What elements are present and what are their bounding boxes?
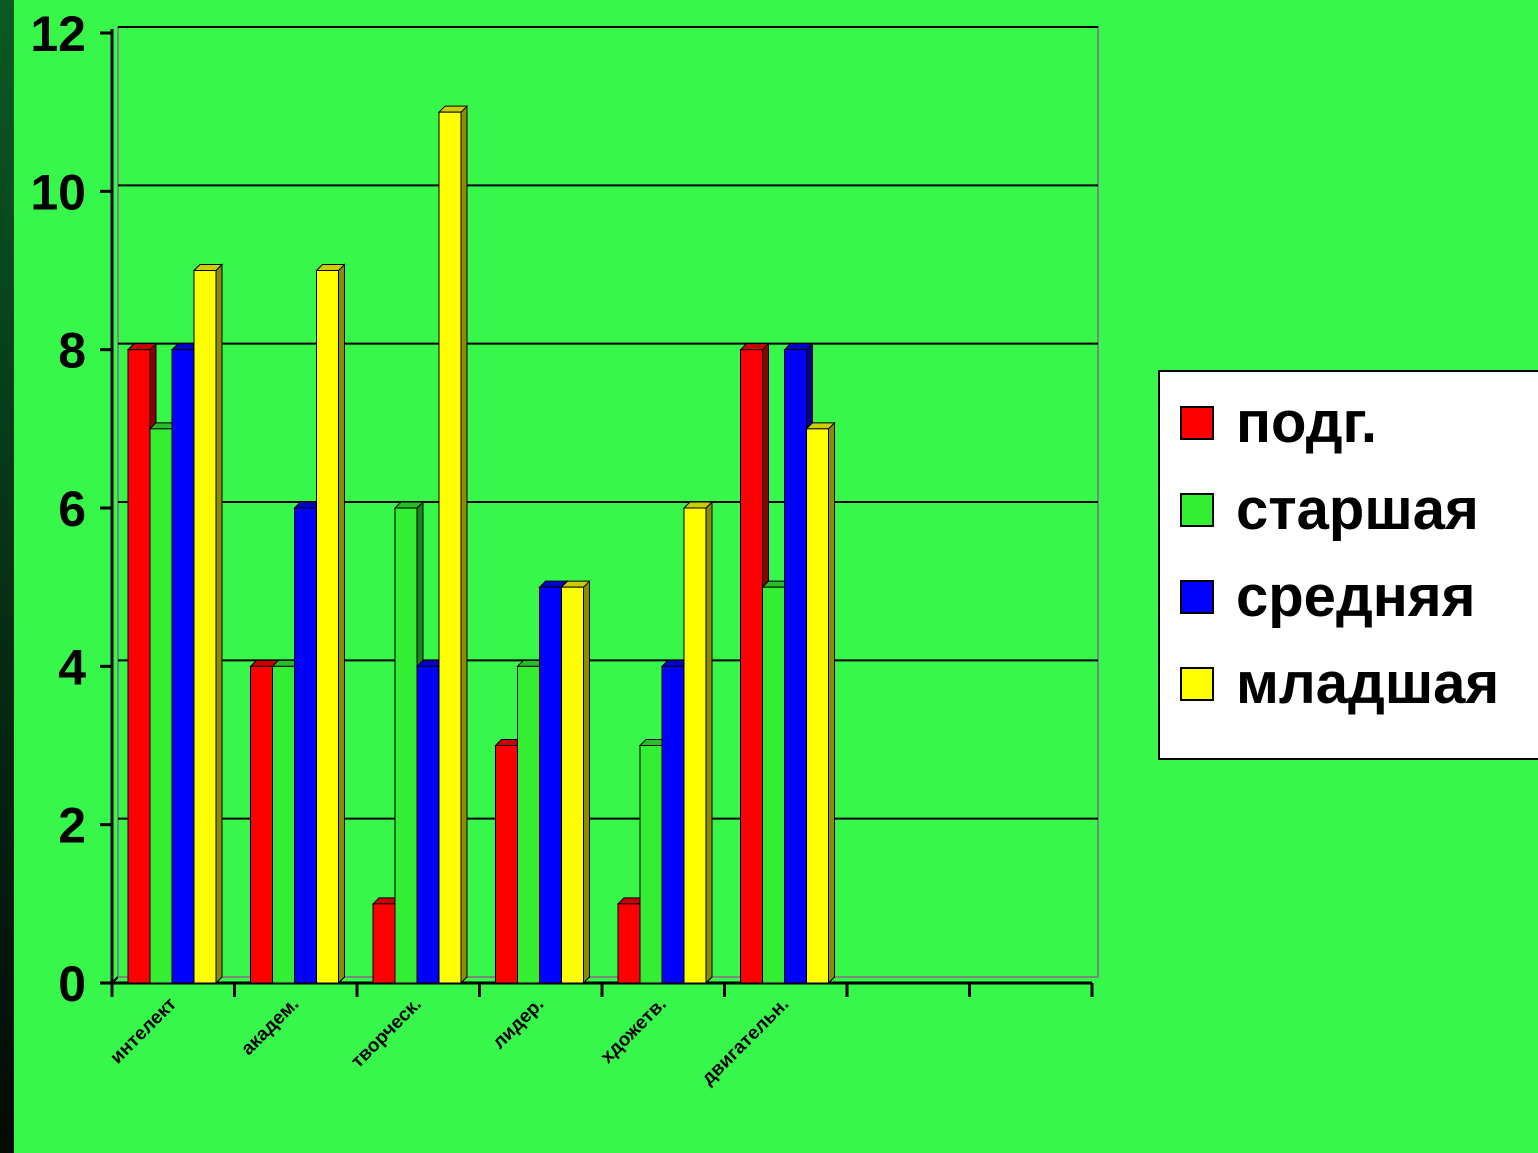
bar-front	[683, 507, 707, 984]
bar-side	[460, 104, 468, 985]
legend-label-series-1: подг.	[1236, 389, 1377, 455]
y-tick-label: 10	[30, 164, 86, 220]
bar-front	[617, 903, 641, 984]
bar-front	[372, 903, 396, 984]
bar-front	[661, 665, 685, 984]
bar-front	[394, 507, 418, 984]
x-tick-label: академ.	[237, 994, 303, 1060]
legend-item-series-2: старшая	[1180, 461, 1538, 558]
bar-front	[294, 507, 317, 984]
bar	[437, 104, 469, 985]
x-tick-label: интелект	[106, 994, 180, 1068]
bar-front	[517, 665, 540, 984]
bar-side	[705, 500, 713, 985]
legend-swatch-series-3	[1180, 579, 1214, 614]
axes	[100, 29, 1098, 997]
bar-front	[539, 586, 562, 984]
x-tick-label: двигательн.	[698, 994, 794, 1090]
x-axis-tick-labels: интелект академ. творческ. лидер. хдожетв. дв…	[106, 994, 793, 1090]
bar-side	[583, 579, 590, 985]
legend-swatch-series-1	[1180, 405, 1214, 440]
y-tick-label: 4	[58, 639, 86, 695]
y-tick-label: 2	[58, 798, 86, 854]
bar	[315, 263, 346, 985]
bar-front	[193, 270, 217, 984]
bar-front	[438, 111, 462, 984]
legend-item-series-3: средняя	[1180, 548, 1538, 645]
bar-front	[784, 349, 807, 984]
bars	[126, 104, 836, 985]
bar-front	[806, 428, 829, 984]
legend-label-series-4: младшая	[1236, 650, 1500, 716]
bar-side	[828, 421, 835, 985]
legend-label-series-3: средняя	[1236, 563, 1476, 629]
y-tick-label: 6	[58, 481, 86, 537]
bar-front	[740, 349, 763, 984]
legend-item-series-4: младшая	[1180, 635, 1538, 732]
bar-front	[762, 586, 785, 984]
y-tick-label: 0	[58, 956, 86, 1012]
bar-front	[149, 428, 173, 984]
x-tick-label: творческ.	[347, 994, 426, 1073]
bar-front	[495, 745, 518, 984]
legend-item-series-1: подг.	[1180, 374, 1538, 471]
bar-front	[250, 665, 273, 984]
bar-front	[561, 586, 584, 984]
legend-swatch-series-2	[1180, 492, 1214, 527]
legend-swatch-series-4	[1180, 666, 1214, 701]
legend: подг. старшая средняя младшая	[1158, 370, 1538, 760]
bar-front	[171, 349, 195, 984]
bar-front	[316, 270, 339, 984]
bar-front	[639, 745, 663, 984]
x-tick-label: хдожетв.	[597, 994, 671, 1068]
y-tick-label: 12	[30, 6, 86, 62]
bar	[682, 500, 714, 985]
bar-front	[416, 665, 440, 984]
bar	[192, 263, 224, 985]
bar	[805, 421, 836, 985]
bar-side	[338, 263, 345, 985]
depth-edge	[111, 976, 119, 984]
bar-front	[272, 665, 295, 984]
slide-edge-strip	[0, 0, 14, 1153]
bar	[560, 579, 591, 985]
y-tick-label: 8	[58, 323, 86, 379]
y-axis-tick-labels: 0 2 4 6 8 10 12	[30, 6, 86, 1012]
legend-label-series-2: старшая	[1236, 476, 1479, 542]
bar-front	[127, 349, 151, 984]
bar-side	[215, 263, 223, 985]
x-tick-label: лидер.	[489, 994, 549, 1054]
